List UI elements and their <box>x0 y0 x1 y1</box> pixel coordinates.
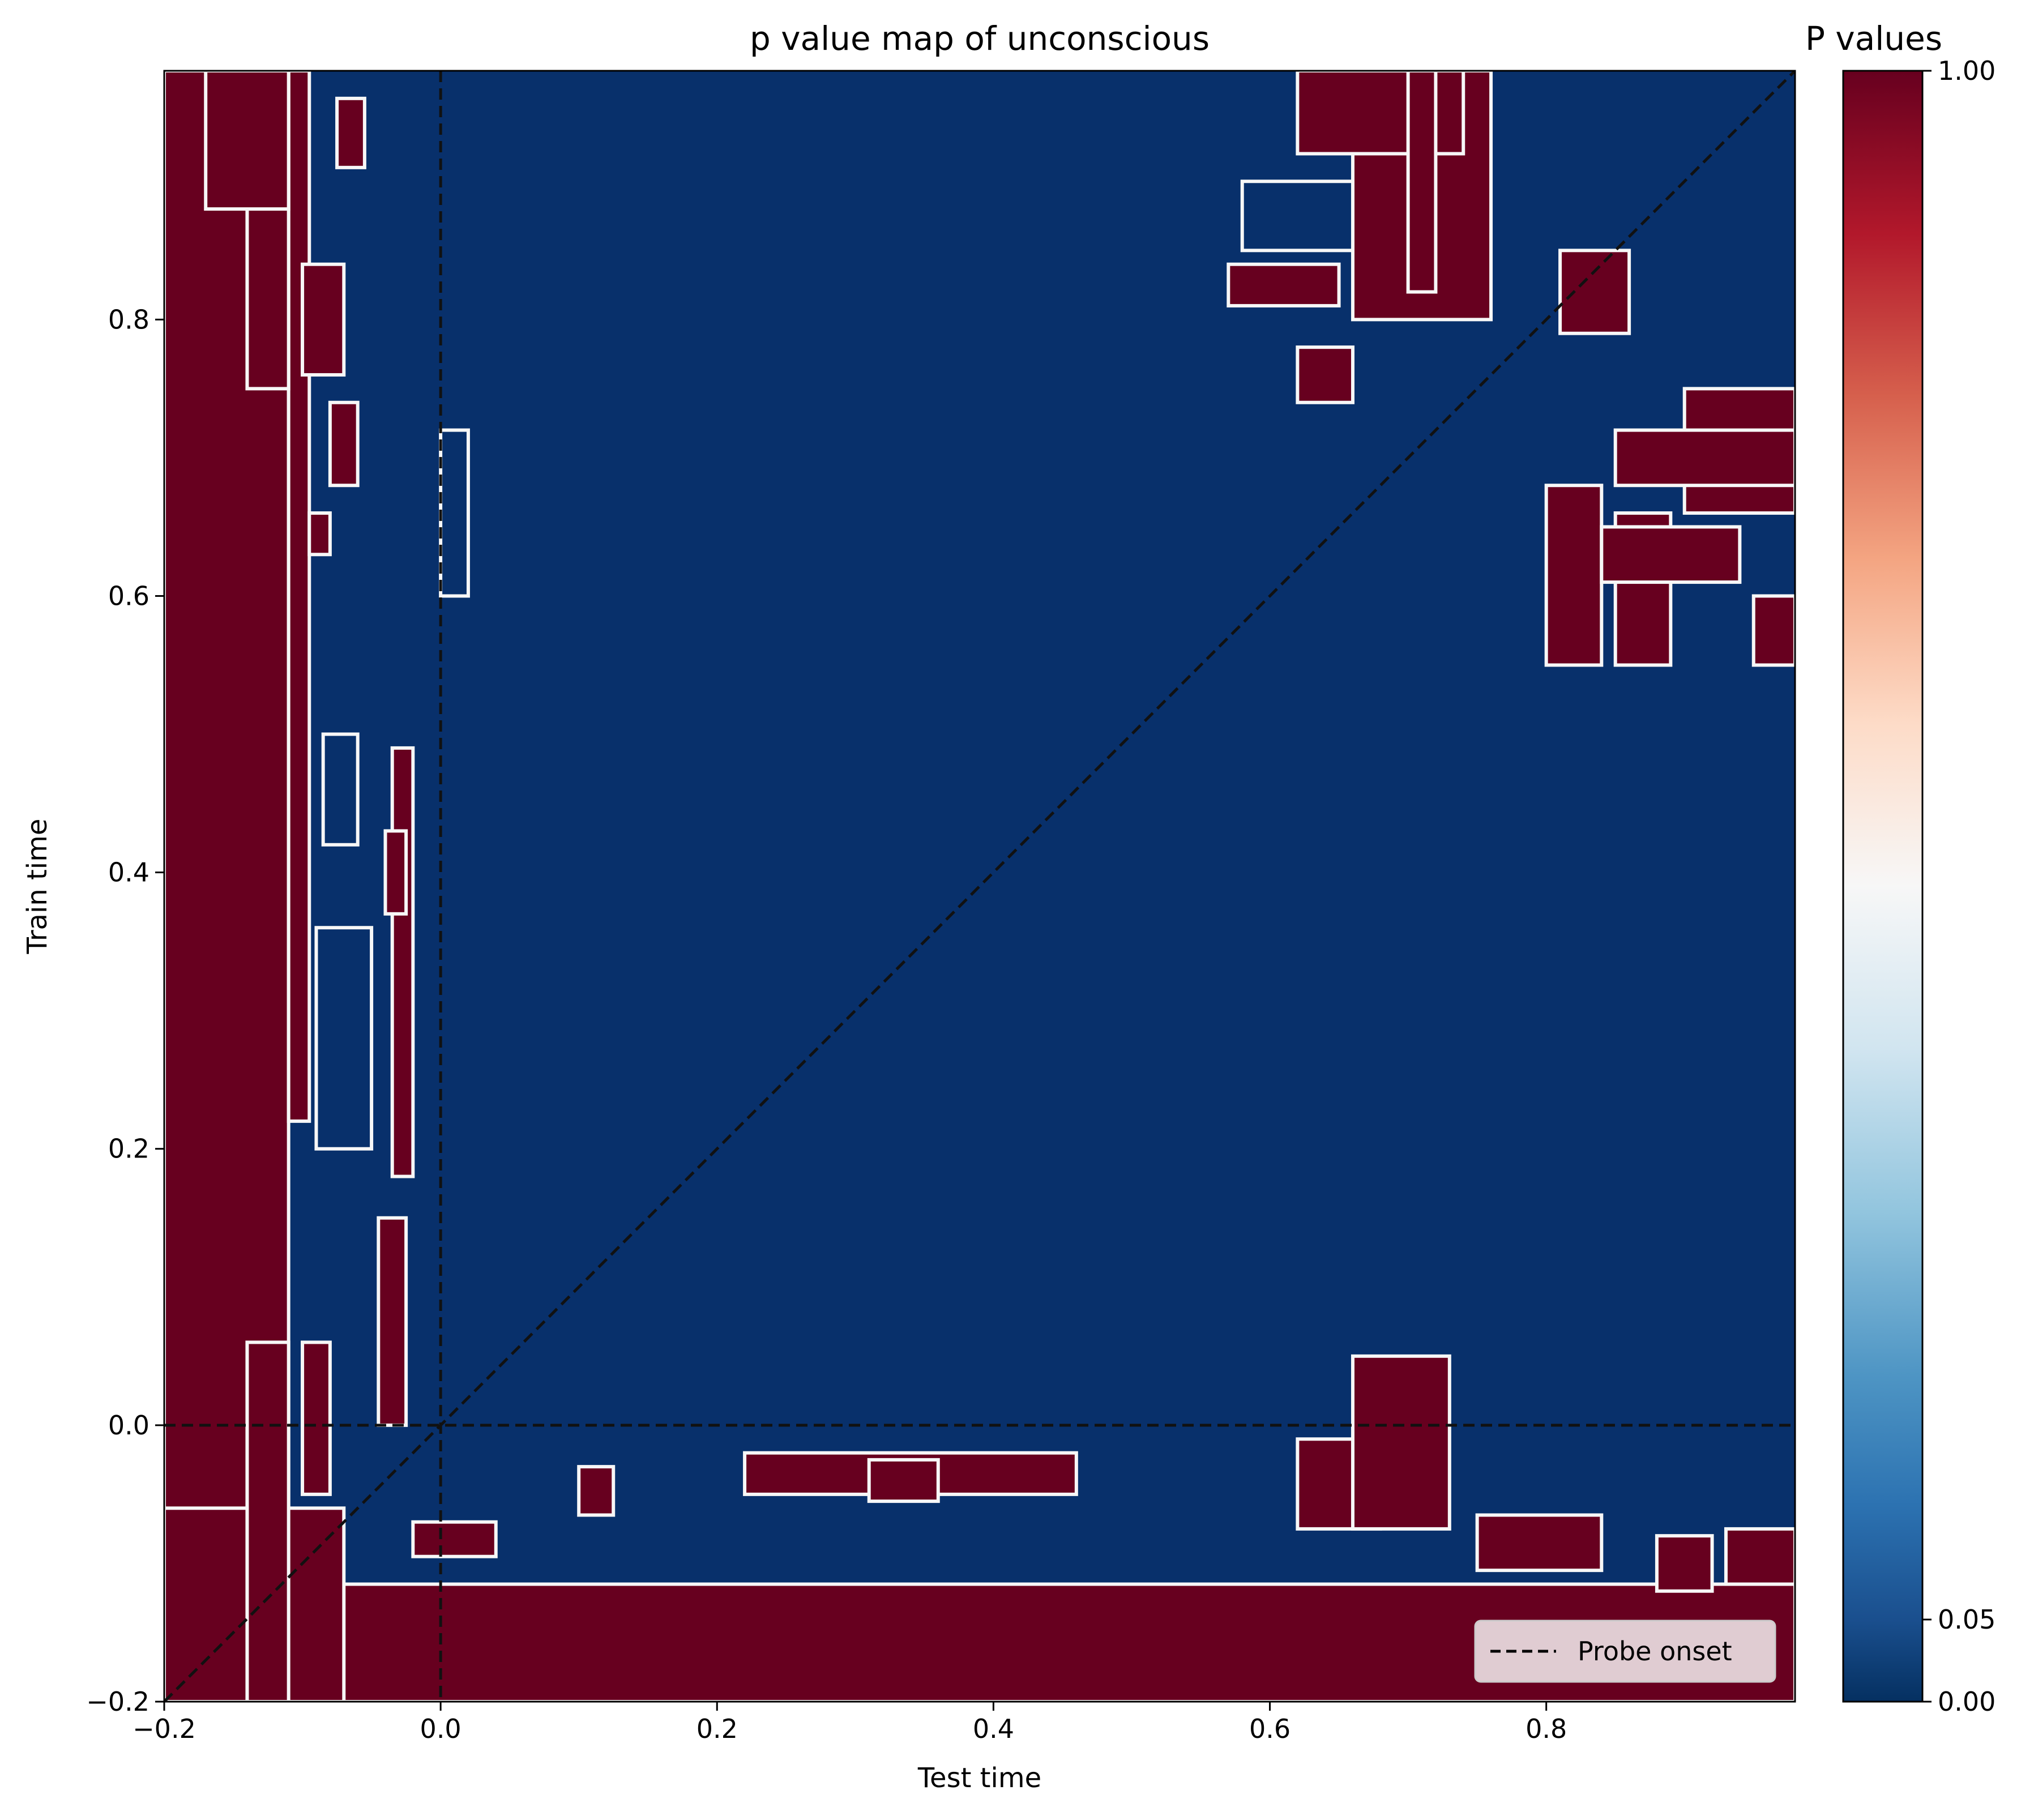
colorbar-tick-label: 0.05 <box>1938 1604 1995 1635</box>
reference-line-diagonal <box>164 71 1795 1702</box>
y-axis-ticks: −0.2 0.0 0.2 0.4 0.6 0.8 <box>86 304 164 1717</box>
heatmap-island-1 <box>321 732 360 847</box>
x-axis-label: Test time <box>917 1762 1041 1794</box>
heatmap-region-7 <box>301 1340 332 1496</box>
heatmap-layer <box>164 71 1795 1702</box>
y-axis-label: Train time <box>22 819 53 955</box>
reference-lines <box>164 71 1795 1702</box>
heatmap-region-3 <box>287 71 311 1123</box>
y-tick-label: 0.4 <box>108 857 149 888</box>
heatmap-island-2 <box>439 428 470 598</box>
heatmap-region-12 <box>390 746 415 1178</box>
plot-frame <box>163 70 1796 1703</box>
y-tick-label: −0.2 <box>86 1686 149 1717</box>
heatmap-region-34 <box>1600 525 1742 584</box>
heatmap-region-18 <box>867 1458 940 1503</box>
legend-label-probe-onset: Probe onset <box>1578 1636 1732 1667</box>
heatmap-region-10 <box>301 262 346 377</box>
heatmap-region-11 <box>377 1216 408 1427</box>
heatmap-region-27 <box>1227 262 1341 307</box>
heatmap-region-23 <box>1655 1534 1714 1593</box>
colorbar-scale <box>1842 70 1924 1703</box>
heatmap-region-22 <box>1724 1527 1795 1586</box>
heatmap-region-35 <box>1751 594 1795 667</box>
heatmap-region-26 <box>1406 71 1438 294</box>
heatmap-region-31 <box>1613 428 1795 488</box>
x-tick-label: 0.0 <box>420 1714 462 1744</box>
x-tick-label: 0.6 <box>1249 1714 1291 1744</box>
legend-box <box>1474 1620 1776 1683</box>
heatmap-region-9 <box>335 96 366 169</box>
heatmap-region-16 <box>577 1465 616 1517</box>
heatmap-region-21 <box>1475 1513 1604 1573</box>
chart-title: p value map of unconscious <box>750 19 1210 58</box>
heatmap-region-15 <box>411 1520 498 1558</box>
heatmap-island-3 <box>1240 180 1354 253</box>
x-tick-label: 0.8 <box>1526 1714 1567 1744</box>
colorbar-tick-label: 0.00 <box>1938 1686 1995 1717</box>
heatmap-region-32 <box>1544 484 1604 667</box>
heatmap-region-20 <box>1351 1354 1451 1531</box>
heatmap-region-13 <box>383 829 408 916</box>
y-tick-label: 0.8 <box>108 304 149 335</box>
colorbar-title: P values <box>1805 19 1942 58</box>
colorbar: P values 0.00 0.05 1.00 <box>1805 19 1995 1717</box>
heatmap-region-25 <box>1296 71 1465 156</box>
colorbar-ticks: 0.00 0.05 1.00 <box>1922 55 1995 1717</box>
x-tick-label: 0.4 <box>973 1714 1014 1744</box>
heatmap-region-8 <box>328 400 360 488</box>
legend: Probe onset <box>1474 1620 1776 1683</box>
x-axis-ticks: −0.2 0.0 0.2 0.4 0.6 0.8 <box>133 1702 1567 1744</box>
heatmap-region-6 <box>204 71 290 211</box>
y-tick-label: 0.0 <box>108 1410 149 1441</box>
y-tick-label: 0.2 <box>108 1134 149 1164</box>
heatmap-region-29 <box>1558 249 1631 335</box>
heatmap-island-0 <box>314 926 374 1151</box>
heatmap-region-4 <box>245 1340 290 1702</box>
x-tick-label: 0.2 <box>696 1714 738 1744</box>
x-tick-label: −0.2 <box>133 1714 196 1744</box>
y-tick-label: 0.6 <box>108 580 149 611</box>
colorbar-tick-label: 1.00 <box>1938 55 1995 86</box>
heatmap-region-28 <box>1296 345 1354 404</box>
heatmap-region-14 <box>307 511 332 557</box>
